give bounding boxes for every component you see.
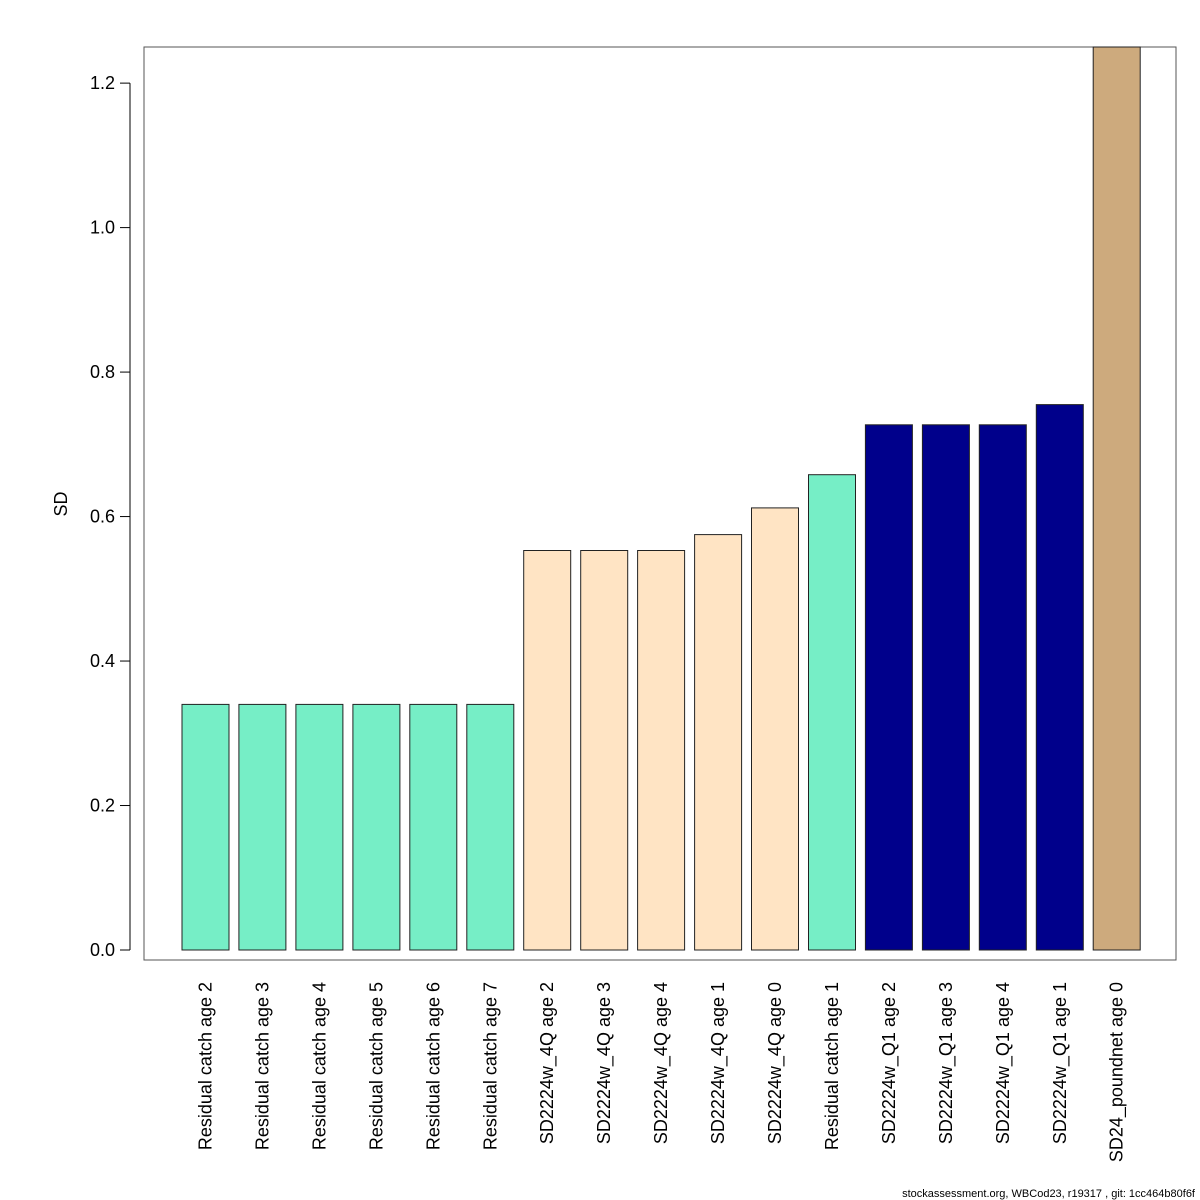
x-category-label: Residual catch age 4 [309, 982, 329, 1150]
y-tick-label: 0.6 [90, 507, 115, 527]
bar [864, 424, 913, 951]
x-category-label: SD2224w_4Q age 0 [765, 982, 786, 1144]
x-category-label: Residual catch age 7 [480, 982, 500, 1150]
x-category-label: SD2224w_Q1 age 1 [1050, 982, 1071, 1144]
y-tick-label: 0.4 [90, 651, 115, 671]
bar [466, 703, 515, 951]
bar [1092, 46, 1141, 951]
x-category-label: SD2224w_4Q age 1 [708, 982, 729, 1144]
x-category-label: Residual catch age 6 [423, 982, 443, 1150]
bar [637, 550, 686, 951]
x-category-label: SD2224w_4Q age 4 [651, 982, 672, 1144]
footer-credit: stockassessment.org, WBCod23, r19317 , g… [902, 1188, 1196, 1200]
bar [295, 703, 344, 951]
bar [238, 703, 287, 951]
y-axis: 0.0 0.2 0.4 0.6 0.8 1.0 1.2 [90, 73, 131, 960]
y-tick-label: 0.8 [90, 362, 115, 382]
bars-group [181, 46, 1141, 951]
x-category-label: SD2224w_4Q age 2 [537, 982, 558, 1144]
x-category-label: Residual catch age 2 [196, 982, 216, 1150]
bar [808, 474, 856, 951]
y-tick-label: 0.0 [90, 940, 115, 960]
y-tick-label: 1.0 [90, 218, 115, 238]
y-tick-label: 1.2 [90, 73, 115, 93]
bar [978, 424, 1027, 951]
x-category-label: Residual catch age 5 [366, 982, 386, 1150]
y-tick-label: 0.2 [90, 796, 115, 816]
bar [181, 703, 230, 951]
x-category-label: SD2224w_Q1 age 3 [936, 982, 957, 1144]
x-category-label: SD2224w_Q1 age 4 [993, 982, 1014, 1144]
bar [1035, 404, 1084, 951]
plot-frame [143, 46, 1177, 961]
y-axis-title: SD [51, 491, 71, 516]
x-category-label: SD2224w_4Q age 3 [594, 982, 615, 1144]
bar [751, 507, 799, 951]
bar [409, 703, 458, 951]
bar [580, 550, 629, 951]
bar [523, 550, 572, 951]
x-category-label: Residual catch age 1 [822, 982, 842, 1150]
x-category-labels: Residual catch age 2 Residual catch age 3… [196, 982, 1128, 1162]
bar [694, 534, 743, 951]
x-category-label: SD24_poundnet age 0 [1107, 982, 1128, 1162]
bar [352, 703, 401, 951]
bar [921, 424, 970, 951]
x-category-label: SD2224w_Q1 age 2 [879, 982, 900, 1144]
x-category-label: Residual catch age 3 [252, 982, 272, 1150]
